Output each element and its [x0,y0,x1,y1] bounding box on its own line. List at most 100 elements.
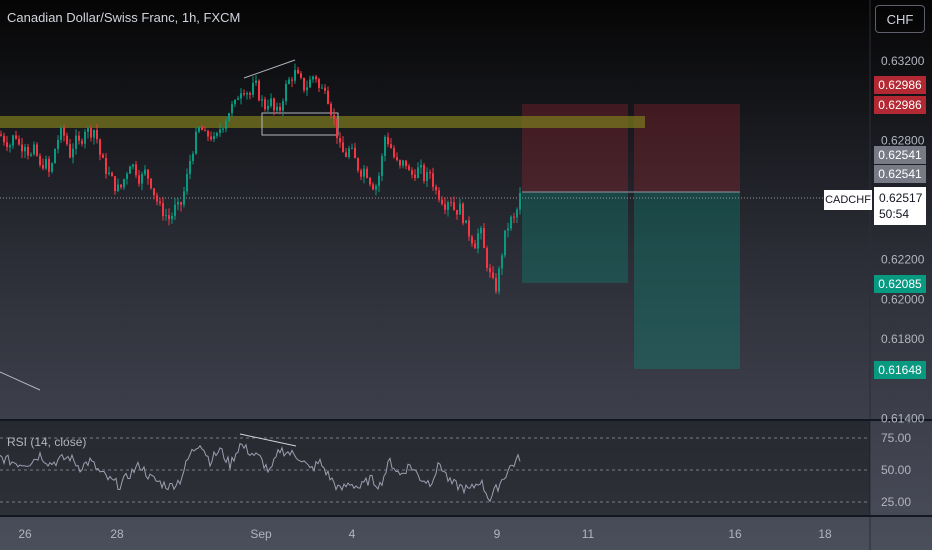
symbol-label: CADCHF [824,190,872,210]
candle-body [228,113,230,122]
candle-body [78,135,80,141]
candle-body [336,118,338,139]
candle-body [477,233,479,249]
candle-body [66,135,68,145]
candle-body [270,98,272,106]
short-position-tool-1[interactable] [522,104,628,283]
candle-body [474,243,476,249]
price-tick-label: 0.61400 [881,411,925,425]
candle-body [399,160,401,166]
candle-body [213,135,215,140]
bar-countdown: 50:54 [879,207,910,221]
candle-body [162,203,164,217]
short-position-tool-2[interactable] [634,104,740,369]
candle-body [27,146,29,156]
candle-body [3,135,5,143]
target-tag-1: 0.62085 [874,275,926,293]
candle-body [300,73,302,78]
candle-body [21,144,23,152]
candle-body [432,173,434,187]
price-tick-label: 0.63200 [881,54,925,68]
candle-body [393,148,395,158]
candle-body [180,202,182,205]
rsi-label: RSI (14, close) [7,435,87,449]
candle-body [51,163,53,172]
time-axis[interactable]: 26 28 Sep 4 9 11 16 18 [18,527,832,541]
candle-body [96,130,98,140]
candle-body [75,135,77,149]
candle-body [111,172,113,177]
candle-body [288,79,290,84]
candle-body [456,209,458,215]
divergence-line-price[interactable] [243,59,296,79]
price-tick-label: 0.62200 [881,253,925,267]
candle-body [459,203,461,215]
candle-body [357,158,359,171]
candle-body [507,228,509,231]
candle-body [231,104,233,114]
candle-body [48,158,50,172]
candle-body [348,148,350,157]
rsi-line [0,442,521,503]
candle-body [54,148,56,164]
candle-body [360,170,362,177]
candle-body [234,99,236,105]
candle-body [516,209,518,218]
candle-body [366,168,368,178]
candle-body [147,169,149,179]
trend-line[interactable] [0,371,41,391]
candle-body [435,186,437,191]
candle-body [312,76,314,80]
candle-body [30,154,32,156]
candle-body [258,80,260,101]
resistance-zone[interactable] [0,116,645,128]
candle-body [9,145,11,148]
risk-zone-2 [634,104,740,192]
candle-body [447,202,449,210]
candle-body [165,215,167,217]
rsi-tick-label: 25.00 [881,495,911,509]
candle-body [6,142,8,148]
candle-body [156,195,158,202]
candle-body [264,99,266,110]
rsi-axis[interactable]: 75.00 50.00 25.00 [881,431,911,509]
candle-body [276,106,278,111]
candle-body [375,185,377,190]
candle-body [159,201,161,204]
candle-body [261,99,263,101]
price-axis[interactable]: 0.63200 0.62800 0.62200 0.62000 0.61800 0.614… [881,54,925,425]
candle-body [408,166,410,171]
candle-body [324,87,326,91]
candle-body [237,98,239,100]
candle-body [351,147,353,149]
candle-body [171,216,173,220]
time-tick-label: Sep [250,527,272,541]
divergence-line-rsi[interactable] [239,433,297,447]
candle-body [87,128,89,132]
candle-body [135,164,137,176]
candle-body [384,136,386,156]
candle-body [321,87,323,89]
candles-group [0,63,521,295]
candle-body [429,172,431,174]
reward-zone-2 [634,192,740,369]
target-tag-2: 0.61648 [874,361,926,379]
candle-body [486,248,488,268]
candle-body [450,202,452,204]
candle-body [444,204,446,210]
candle-body [465,220,467,224]
candle-body [222,128,224,130]
candle-body [102,154,104,158]
candle-body [333,115,335,119]
price-tick-label: 0.62000 [881,292,925,306]
candle-body [201,127,203,131]
candle-body [174,204,176,217]
candle-body [396,157,398,161]
currency-button[interactable]: CHF [875,5,925,33]
candle-body [309,79,311,88]
candle-body [495,277,497,292]
candle-body [204,130,206,132]
candle-body [18,138,20,145]
price-tick-label: 0.62800 [881,133,925,147]
